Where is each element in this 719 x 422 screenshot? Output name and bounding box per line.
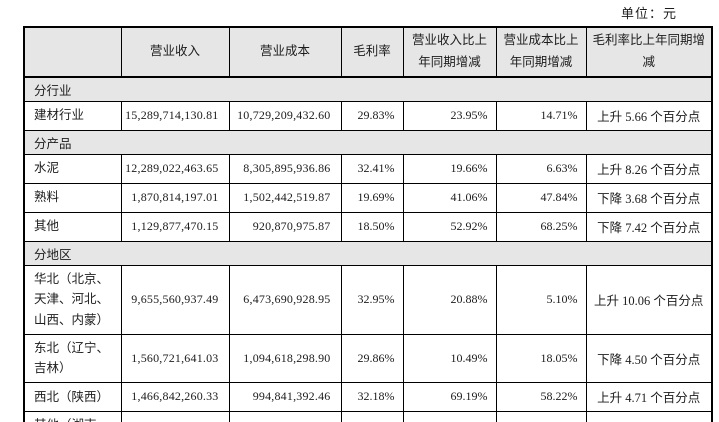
cell-margin-yoy: 下降 3.68 个百分点 bbox=[585, 182, 713, 213]
cell-label: 东北（辽宁、吉林） bbox=[23, 333, 122, 383]
unit-label: 单位：元 bbox=[620, 6, 677, 21]
cell-revenue: 1,129,877,470.15 bbox=[120, 211, 230, 242]
cell-label: 水泥 bbox=[23, 153, 122, 184]
column-header-cost-yoy: 营业成本比上年同期增减 bbox=[495, 26, 587, 78]
column-header-margin-yoy: 毛利率比上年同期增减 bbox=[585, 26, 713, 78]
table-row: 西北（陕西） 1,466,842,260.33 994,841,392.46 32.1… bbox=[23, 381, 713, 412]
section-header-row: 分产品 bbox=[23, 129, 713, 155]
cell-cost: 920,870,975.87 bbox=[228, 211, 342, 242]
cell-revenue: 15,289,714,130.81 bbox=[120, 100, 230, 131]
cell-cost: 1,502,442,519.87 bbox=[228, 182, 342, 213]
cell-revenue-yoy: 41.06% bbox=[402, 182, 497, 213]
cell-margin: 16.90% bbox=[340, 410, 404, 422]
table-row: 东北（辽宁、吉林） 1,560,721,641.03 1,094,618,298.9… bbox=[23, 333, 713, 383]
section-label: 分产品 bbox=[23, 129, 713, 155]
cell-revenue-yoy: 69.19% bbox=[402, 381, 497, 412]
cell-revenue: 12,289,022,463.65 bbox=[120, 153, 230, 184]
section-label: 分地区 bbox=[23, 240, 713, 266]
cell-margin-yoy: 上升 10.06 个百分点 bbox=[585, 264, 713, 335]
cell-cost-yoy: 18.05% bbox=[495, 333, 587, 383]
cell-revenue-yoy: 19.66% bbox=[402, 153, 497, 184]
cell-margin: 19.69% bbox=[340, 182, 404, 213]
column-header-cost: 营业成本 bbox=[228, 26, 342, 78]
cell-cost-yoy: 5.10% bbox=[495, 264, 587, 335]
cell-revenue: 1,560,721,641.03 bbox=[120, 333, 230, 383]
table-body: 分行业 建材行业 15,289,714,130.81 10,729,209,432.6… bbox=[23, 76, 713, 422]
cell-margin-yoy: 下降 3.91 个百分点 bbox=[585, 410, 713, 422]
table-row: 建材行业 15,289,714,130.81 10,729,209,432.60 29… bbox=[23, 100, 713, 131]
cell-margin: 29.86% bbox=[340, 333, 404, 383]
cell-cost-yoy: 47.84% bbox=[495, 182, 587, 213]
cell-label: 熟料 bbox=[23, 182, 122, 213]
header-row: 营业收入 营业成本 毛利率 营业收入比上年同期增减 营业成本比上年同期增减 毛利… bbox=[23, 26, 713, 78]
table-row: 水泥 12,289,022,463.65 8,305,895,936.86 32.41… bbox=[23, 153, 713, 184]
cell-cost: 1,094,618,298.90 bbox=[228, 333, 342, 383]
cell-revenue-yoy: 20.88% bbox=[402, 264, 497, 335]
cell-label: 华北（北京、天津、河北、山西、内蒙） bbox=[23, 264, 122, 335]
cell-margin-yoy: 上升 4.71 个百分点 bbox=[585, 381, 713, 412]
column-header-margin: 毛利率 bbox=[340, 26, 404, 78]
cell-margin-yoy: 下降 4.50 个百分点 bbox=[585, 333, 713, 383]
cell-revenue-yoy: 10.49% bbox=[402, 333, 497, 383]
cell-margin: 29.83% bbox=[340, 100, 404, 131]
cell-revenue-yoy: 52.92% bbox=[402, 211, 497, 242]
cell-margin: 18.50% bbox=[340, 211, 404, 242]
cell-margin-yoy: 上升 5.66 个百分点 bbox=[585, 100, 713, 131]
table-row: 熟料 1,870,814,197.01 1,502,442,519.87 19.69%… bbox=[23, 182, 713, 213]
cell-cost-yoy: 14.71% bbox=[495, 100, 587, 131]
cell-label: 西北（陕西） bbox=[23, 381, 122, 412]
table-row: 其他 1,129,877,470.15 920,870,975.87 18.50% 52… bbox=[23, 211, 713, 242]
table-row: 其他（湖南、山东、重庆）2,606,589,291.962,166,058,81… bbox=[23, 410, 713, 422]
column-header-revenue-yoy: 营业收入比上年同期增减 bbox=[402, 26, 497, 78]
cell-cost: 2,166,058,812.29 bbox=[228, 410, 342, 422]
cell-margin: 32.18% bbox=[340, 381, 404, 412]
cell-revenue-yoy: 23.95% bbox=[402, 100, 497, 131]
cell-margin-yoy: 下降 7.42 个百分点 bbox=[585, 211, 713, 242]
cell-margin: 32.95% bbox=[340, 264, 404, 335]
cell-revenue: 2,606,589,291.96 bbox=[120, 410, 230, 422]
cell-cost: 6,473,690,928.95 bbox=[228, 264, 342, 335]
cell-revenue: 1,870,814,197.01 bbox=[120, 182, 230, 213]
cell-cost-yoy: 58.22% bbox=[495, 381, 587, 412]
cell-revenue: 9,655,560,937.49 bbox=[120, 264, 230, 335]
section-header-row: 分地区 bbox=[23, 240, 713, 266]
cell-margin: 32.41% bbox=[340, 153, 404, 184]
cell-cost: 10,729,209,432.60 bbox=[228, 100, 342, 131]
section-label: 分行业 bbox=[23, 76, 713, 102]
financial-breakdown-table: 营业收入 营业成本 毛利率 营业收入比上年同期增减 营业成本比上年同期增减 毛利… bbox=[23, 26, 713, 422]
cell-label: 建材行业 bbox=[23, 100, 122, 131]
section-header-row: 分行业 bbox=[23, 76, 713, 102]
cell-label: 其他（湖南、山东、重庆） bbox=[23, 410, 122, 422]
table-header: 营业收入 营业成本 毛利率 营业收入比上年同期增减 营业成本比上年同期增减 毛利… bbox=[23, 26, 713, 78]
column-header-revenue: 营业收入 bbox=[120, 26, 230, 78]
table-row: 华北（北京、天津、河北、山西、内蒙） 9,655,560,937.49 6,473,… bbox=[23, 264, 713, 335]
cell-cost: 994,841,392.46 bbox=[228, 381, 342, 412]
cell-cost: 8,305,895,936.86 bbox=[228, 153, 342, 184]
cell-revenue-yoy: 26.03% bbox=[402, 410, 497, 422]
cell-cost-yoy: 32.25% bbox=[495, 410, 587, 422]
cell-label: 其他 bbox=[23, 211, 122, 242]
cell-cost-yoy: 68.25% bbox=[495, 211, 587, 242]
column-header-category bbox=[23, 26, 122, 78]
cell-cost-yoy: 6.63% bbox=[495, 153, 587, 184]
cell-revenue: 1,466,842,260.33 bbox=[120, 381, 230, 412]
cell-margin-yoy: 上升 8.26 个百分点 bbox=[585, 153, 713, 184]
